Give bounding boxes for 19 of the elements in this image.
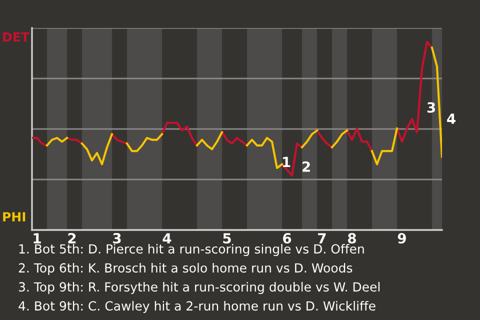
text: 4 bbox=[447, 114, 456, 124]
x-tick-label: 7 bbox=[318, 233, 326, 244]
x-tick-label: 5 bbox=[223, 233, 231, 244]
x-tick-label: 6 bbox=[283, 233, 292, 244]
annotation: 1 bbox=[283, 156, 290, 168]
text: PHI bbox=[3, 212, 26, 222]
text: 1. Bot 5th: D. Pierce hit a run-scoring single vs D. Offen bbox=[19, 244, 364, 256]
x-tick-label: 4 bbox=[162, 233, 172, 244]
x-tick-label: 3 bbox=[113, 233, 121, 244]
annotation: 2 bbox=[302, 161, 310, 172]
text: 3. Top 9th: R. Forsythe hit a run-scoring double vs W. Deel bbox=[18, 282, 380, 294]
text: 4. Bot 9th: C. Cawley hit a 2-run home run vs D. Wickliffe bbox=[18, 300, 376, 314]
text: DET bbox=[3, 32, 30, 42]
x-tick-label: 9 bbox=[398, 233, 406, 244]
x-tick-label: 8 bbox=[348, 233, 356, 244]
annotation: 3 bbox=[427, 102, 436, 113]
x-tick-label: 2 bbox=[68, 233, 76, 244]
text: 2. Top 6th: K. Brosch hit a solo home run vs D. Woods bbox=[18, 262, 352, 276]
x-tick-label: 1 bbox=[34, 233, 41, 244]
